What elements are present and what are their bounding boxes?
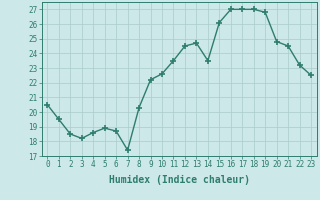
- X-axis label: Humidex (Indice chaleur): Humidex (Indice chaleur): [109, 175, 250, 185]
